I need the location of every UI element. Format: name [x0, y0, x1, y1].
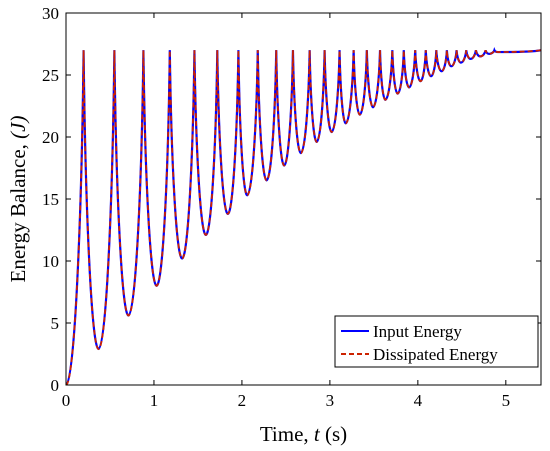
x-tick-label: 3	[326, 391, 335, 410]
y-tick-label: 30	[42, 4, 59, 23]
plot-curves	[66, 46, 541, 385]
legend-label-input-energy: Input Energy	[373, 322, 462, 341]
y-tick-label: 20	[42, 128, 59, 147]
x-tick-label: 5	[502, 391, 511, 410]
x-tick-label: 1	[150, 391, 159, 410]
y-axis-label-main: Energy Balance,	[6, 139, 30, 283]
x-axis-label-unit: (s)	[320, 422, 347, 446]
legend-label-dissipated-energy: Dissipated Energy	[373, 345, 498, 364]
x-axis-label: Time, t (s)	[260, 422, 347, 446]
axis-ticks: 0 1 2 3 4 5 0 5 10 15 20 25 30	[42, 4, 541, 410]
legend: Input Energy Dissipated Energy	[334, 315, 539, 368]
y-tick-label: 5	[51, 314, 60, 333]
x-axis-label-main: Time,	[260, 422, 314, 446]
legend-box	[334, 315, 539, 368]
x-tick-label: 2	[238, 391, 247, 410]
y-axis-label-var: (J)	[6, 116, 30, 139]
y-axis-label: Energy Balance, (J)	[6, 116, 30, 283]
y-tick-label: 15	[42, 190, 59, 209]
y-tick-label: 0	[51, 376, 60, 395]
series-line-dissipated-energy	[66, 47, 541, 385]
y-tick-label: 10	[42, 252, 59, 271]
x-axis-label-var: t	[314, 422, 321, 446]
x-tick-label: 4	[414, 391, 423, 410]
y-tick-label: 25	[42, 66, 59, 85]
x-tick-label: 0	[62, 391, 71, 410]
